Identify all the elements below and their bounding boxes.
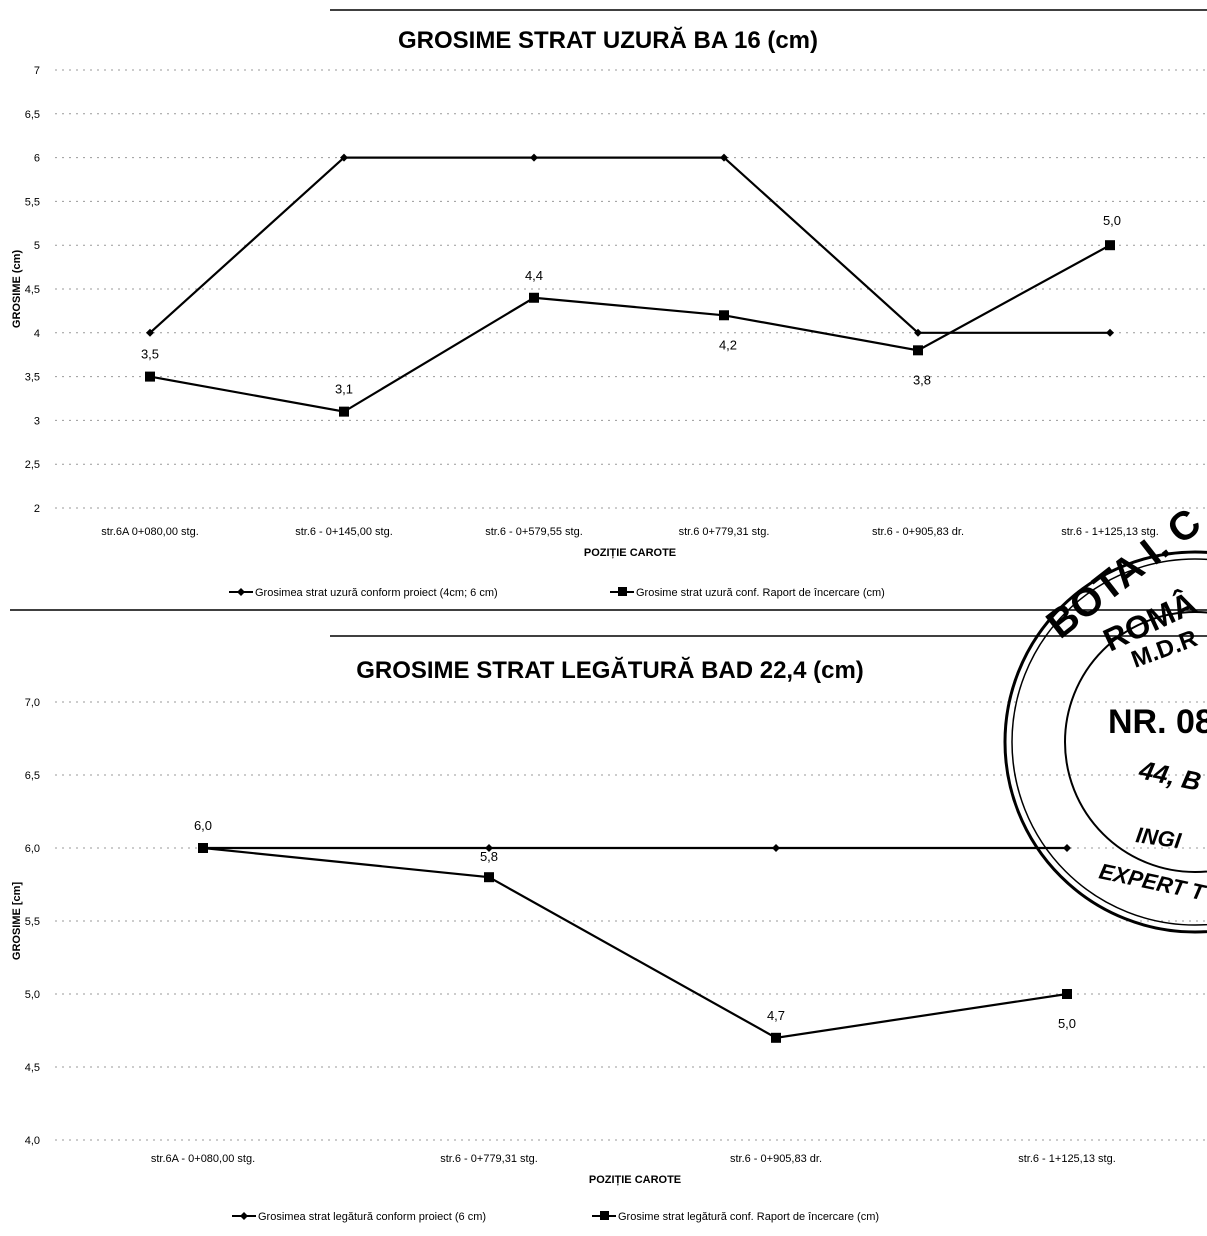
y-tick-label: 4,5 [25,1062,40,1074]
y-tick-label: 4,0 [25,1135,40,1147]
legend-marker-square [618,587,627,596]
data-point-square [719,310,729,321]
y-tick-label: 6,5 [25,109,40,121]
y-tick-label: 6 [34,153,40,165]
chart-title: GROSIME STRAT LEGĂTURĂ BAD 22,4 (cm) [356,656,864,684]
x-tick-label: str.6 - 0+145,00 stg. [295,526,393,538]
y-tick-label: 3,5 [25,372,40,384]
data-point-square [1062,989,1072,999]
x-tick-label: str.6A - 0+080,00 stg. [151,1153,255,1165]
x-tick-label: str.6 - 0+779,31 stg. [440,1153,538,1165]
y-tick-label: 2,5 [25,459,40,471]
data-point-square [145,371,155,382]
y-tick-label: 7,0 [25,697,40,709]
data-point-diamond [530,153,538,162]
data-label: 4,7 [767,1008,785,1023]
data-label: 3,1 [335,382,353,397]
data-label: 6,0 [194,818,212,833]
data-label: 5,0 [1058,1016,1076,1031]
chart-uzura: GROSIME STRAT UZURĂ BA 16 (cm) 7 6,5 6 5,5 5 4… [10,9,1207,611]
x-tick-label: str.6 0+779,31 stg. [679,526,770,538]
data-point-diamond [772,844,780,852]
x-axis-title: POZIȚIE CAROTE [589,1174,681,1186]
y-tick-label: 5,5 [25,196,40,208]
data-label: 3,5 [141,347,159,362]
series-report-line [202,846,1068,1039]
data-point-diamond [146,328,154,337]
data-label: 5,8 [480,849,498,864]
y-tick-label: 5,0 [25,989,40,1001]
data-point-square [484,872,494,883]
x-tick-label: str.6 - 0+579,55 stg. [485,526,583,538]
legend-marker-diamond [237,588,245,596]
y-tick-label: 5 [34,240,40,252]
data-label: 4,4 [525,268,543,283]
series-report-line [149,244,1111,413]
legend-marker-square [600,1211,609,1220]
y-tick-label: 5,5 [25,916,40,928]
chart-legatura: GROSIME STRAT LEGĂTURĂ BAD 22,4 (cm) 7,0 6… [11,635,1207,1223]
data-point-square [198,843,208,853]
data-point-diamond [1063,844,1071,852]
legend-label: Grosimea strat uzură conform proiect (4c… [255,587,498,599]
y-tick-label: 6,0 [25,843,40,855]
data-point-square [1105,240,1115,251]
y-tick-label: 4 [34,328,40,340]
y-tick-label: 6,5 [25,770,40,782]
x-tick-label: str.6A 0+080,00 stg. [101,526,199,538]
data-point-square [339,406,349,417]
legend-label: Grosimea strat legătură conform proiect … [258,1211,486,1223]
data-point-diamond [340,153,348,162]
legend-marker-diamond [240,1212,248,1220]
data-label: 5,0 [1103,213,1121,228]
data-point-square [529,292,539,303]
data-point-square [913,345,923,356]
data-point-square [771,1032,781,1043]
x-tick-label: str.6 - 1+125,13 stg. [1061,526,1159,538]
y-axis-title: GROSIME [cm] [11,882,23,961]
y-axis-title: GROSIME (cm) [11,250,23,329]
data-label: 4,2 [719,337,737,352]
y-tick-label: 7 [34,65,40,77]
chart-title: GROSIME STRAT UZURĂ BA 16 (cm) [398,26,818,54]
x-tick-label: str.6 - 0+905,83 dr. [730,1153,822,1165]
data-label: 3,8 [913,372,931,387]
x-tick-label: str.6 - 1+125,13 stg. [1018,1153,1116,1165]
data-point-diamond [1106,328,1114,337]
data-point-diamond [485,844,493,852]
legend-label: Grosime strat legătură conf. Raport de î… [618,1211,879,1223]
legend-label: Grosime strat uzură conf. Raport de înce… [636,587,885,599]
y-tick-label: 4,5 [25,284,40,296]
data-point-diamond [914,328,922,337]
y-tick-label: 3 [34,415,40,427]
y-tick-label: 2 [34,503,40,515]
data-point-diamond [720,153,728,162]
x-axis-title: POZIȚIE CAROTE [584,547,676,559]
x-tick-label: str.6 - 0+905,83 dr. [872,526,964,538]
